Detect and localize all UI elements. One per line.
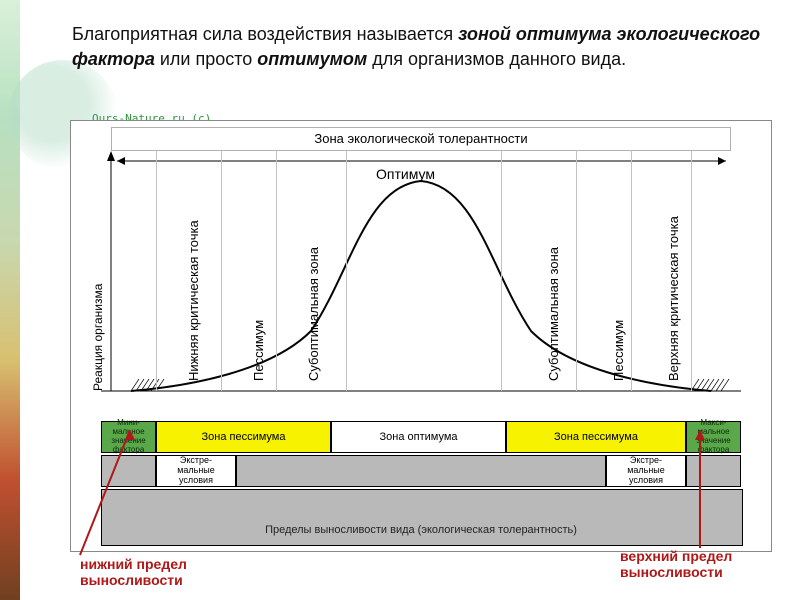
zone-boundary-line <box>691 150 692 391</box>
zone-cell: Экстре- мальные условия <box>156 455 236 487</box>
zone-label: Оптимум <box>376 166 435 182</box>
page: Благоприятная сила воздействия называетс… <box>0 0 800 600</box>
zone-cell <box>686 455 741 487</box>
intro-term-2: оптимумом <box>257 49 367 69</box>
intro-mid: или просто <box>155 49 257 69</box>
upper-limit-label: верхний предел выносливости <box>620 548 732 580</box>
zone-label: Субоптимальная зона <box>546 247 561 381</box>
zone-boundary-line <box>501 150 502 391</box>
zone-row: Мини- мальное значение фактораЗона песси… <box>71 421 771 453</box>
intro-suffix: для организмов данного вида. <box>367 49 626 69</box>
zone-label: Пессимум <box>611 320 626 381</box>
zone-label: Пессимум <box>251 320 266 381</box>
intro-text: Благоприятная сила воздействия называетс… <box>72 22 762 72</box>
zone-cell <box>236 455 606 487</box>
gray-backdrop <box>101 489 743 546</box>
zone-boundary-line <box>221 150 222 391</box>
lower-limit-label: нижний предел выносливости <box>80 556 187 588</box>
zone-cell <box>101 455 156 487</box>
zone-cell: Зона пессимума <box>506 421 686 453</box>
zone-row: Экстре- мальные условия Экстре- мальные у… <box>71 455 771 487</box>
y-axis-label: Реакция организма <box>91 284 105 391</box>
intro-prefix: Благоприятная сила воздействия называетс… <box>72 24 458 44</box>
zone-boundary-line <box>576 150 577 391</box>
zone-label: Верхняя критическая точка <box>666 216 681 381</box>
zone-cell: Зона пессимума <box>156 421 331 453</box>
zone-boundary-line <box>156 150 157 391</box>
zone-label: Нижняя критическая точка <box>186 220 201 381</box>
zone-label: Субоптимальная зона <box>306 247 321 381</box>
zone-boundary-line <box>631 150 632 391</box>
zone-boundary-line <box>346 150 347 391</box>
zone-cell: Экстре- мальные условия <box>606 455 686 487</box>
tolerance-diagram: Зона экологической толерантности Реакция… <box>70 120 772 552</box>
zone-cell: Зона оптимума <box>331 421 506 453</box>
zone-cell: Мини- мальное значение фактора <box>101 421 156 453</box>
zone-boundary-line <box>276 150 277 391</box>
bottom-caption: Пределы выносливости вида (экологическая… <box>71 524 771 536</box>
zone-cell: Макси- мальное значение фактора <box>686 421 741 453</box>
